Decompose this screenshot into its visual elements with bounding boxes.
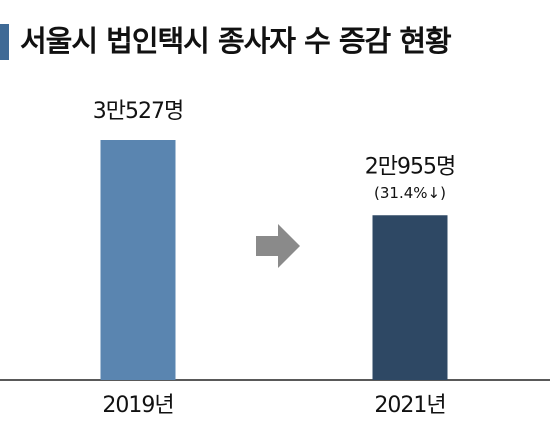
x-tick-label: 2021년 bbox=[374, 393, 445, 418]
x-tick-label: 2019년 bbox=[102, 393, 173, 418]
annotation: (31.4%↓) bbox=[374, 184, 446, 202]
bar bbox=[372, 215, 448, 380]
bar bbox=[100, 140, 176, 380]
chart-title: 서울시 법인택시 종사자 수 증감 현황 bbox=[20, 24, 452, 58]
value-label: 2만955명 bbox=[365, 154, 455, 179]
title-marker bbox=[0, 24, 9, 60]
arrow bbox=[256, 224, 300, 268]
value-label: 3만527명 bbox=[93, 99, 183, 124]
